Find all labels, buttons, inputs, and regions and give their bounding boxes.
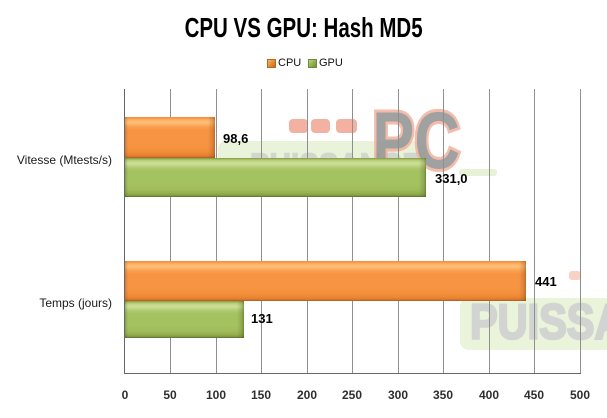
svg-text:PUISSANCE: PUISSANCE [470, 298, 607, 350]
